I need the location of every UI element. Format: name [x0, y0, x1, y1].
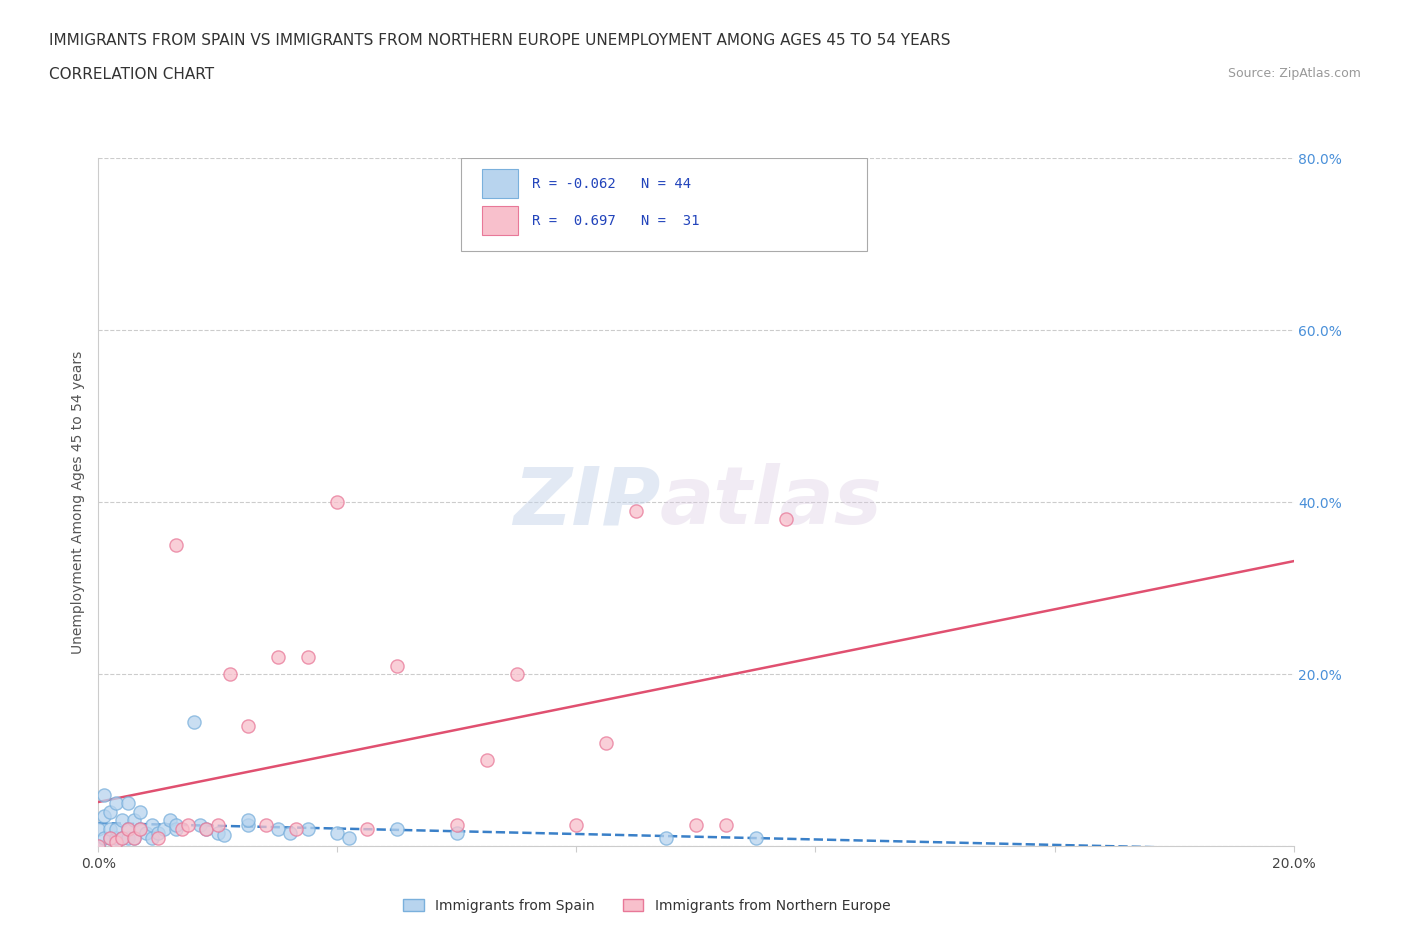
Point [385, 658, 409, 673]
Point [297, 822, 319, 837]
Point [565, 817, 588, 832]
Point [685, 817, 707, 832]
Point [129, 822, 152, 837]
Point [195, 822, 218, 837]
Point [446, 826, 468, 841]
Point [124, 813, 146, 828]
Point [165, 538, 187, 552]
Point [284, 822, 307, 837]
Point [105, 822, 128, 837]
Point [775, 512, 797, 527]
Point [105, 834, 128, 849]
Point [124, 830, 146, 845]
Legend: Immigrants from Spain, Immigrants from Northern Europe: Immigrants from Spain, Immigrants from N… [398, 894, 896, 919]
Point [117, 822, 139, 837]
Text: ZIP: ZIP [513, 463, 661, 541]
Point [172, 822, 194, 837]
Point [745, 830, 768, 845]
Point [87, 839, 110, 854]
Point [219, 667, 242, 682]
Point [153, 822, 176, 837]
Point [212, 828, 235, 843]
Point [159, 813, 181, 828]
Text: CORRELATION CHART: CORRELATION CHART [49, 67, 214, 82]
Point [446, 817, 468, 832]
Point [148, 826, 170, 841]
Point [93, 787, 115, 802]
Point [141, 817, 163, 832]
Text: atlas: atlas [661, 463, 883, 541]
Point [93, 830, 115, 845]
Point [207, 826, 229, 841]
Point [326, 495, 349, 510]
Point [129, 804, 152, 819]
Point [105, 796, 128, 811]
Point [188, 817, 211, 832]
Point [100, 804, 122, 819]
Point [714, 817, 737, 832]
Point [117, 796, 139, 811]
Point [267, 822, 290, 837]
Point [254, 817, 277, 832]
Point [100, 822, 122, 837]
Point [111, 830, 134, 845]
Point [111, 813, 134, 828]
Point [595, 736, 617, 751]
Point [626, 503, 648, 518]
Text: R =  0.697   N =  31: R = 0.697 N = 31 [533, 214, 700, 228]
Point [195, 822, 218, 837]
Point [207, 817, 229, 832]
Y-axis label: Unemployment Among Ages 45 to 54 years: Unemployment Among Ages 45 to 54 years [72, 351, 86, 654]
Point [129, 822, 152, 837]
Bar [482, 169, 517, 198]
Point [356, 822, 378, 837]
Point [87, 822, 110, 837]
Point [385, 822, 409, 837]
Bar [482, 206, 517, 235]
Point [278, 826, 301, 841]
Point [100, 830, 122, 845]
Point [100, 830, 122, 845]
Point [148, 830, 170, 845]
Point [135, 826, 157, 841]
Point [475, 753, 498, 768]
Point [339, 830, 360, 845]
Point [297, 650, 319, 665]
Point [236, 817, 259, 832]
Text: IMMIGRANTS FROM SPAIN VS IMMIGRANTS FROM NORTHERN EUROPE UNEMPLOYMENT AMONG AGES: IMMIGRANTS FROM SPAIN VS IMMIGRANTS FROM… [49, 33, 950, 47]
Point [141, 830, 163, 845]
Point [93, 809, 115, 824]
Point [655, 830, 678, 845]
Point [267, 650, 290, 665]
Text: Source: ZipAtlas.com: Source: ZipAtlas.com [1227, 67, 1361, 80]
Point [236, 719, 259, 734]
Point [165, 822, 187, 837]
Point [117, 822, 139, 837]
Point [183, 714, 205, 729]
Point [177, 817, 200, 832]
Point [124, 830, 146, 845]
Point [236, 813, 259, 828]
Point [506, 667, 529, 682]
Point [326, 826, 349, 841]
Point [105, 830, 128, 845]
Point [165, 817, 187, 832]
Text: R = -0.062   N = 44: R = -0.062 N = 44 [533, 177, 692, 191]
Point [117, 830, 139, 845]
Point [87, 839, 110, 854]
FancyBboxPatch shape [461, 158, 868, 251]
Point [111, 830, 134, 845]
